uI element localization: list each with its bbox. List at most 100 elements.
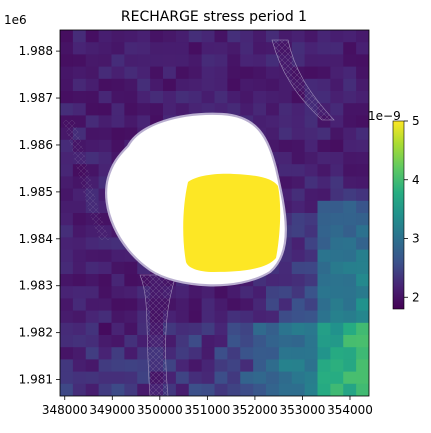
recharge-cell bbox=[343, 213, 357, 226]
plot-area bbox=[60, 30, 369, 396]
recharge-cell bbox=[60, 298, 74, 312]
recharge-cell bbox=[317, 261, 331, 275]
recharge-cell bbox=[188, 335, 203, 348]
recharge-cell bbox=[188, 359, 203, 373]
recharge-cell bbox=[85, 152, 100, 165]
recharge-cell bbox=[343, 164, 357, 177]
recharge-cell bbox=[253, 30, 267, 43]
recharge-cell bbox=[253, 335, 267, 348]
recharge-cell bbox=[330, 127, 344, 141]
recharge-cell bbox=[72, 54, 87, 68]
recharge-cell bbox=[124, 310, 138, 324]
recharge-cell bbox=[175, 54, 190, 68]
recharge-cell bbox=[214, 66, 228, 80]
recharge-cell bbox=[137, 30, 151, 43]
recharge-cell bbox=[72, 66, 87, 80]
recharge-cell bbox=[240, 359, 254, 373]
recharge-cell bbox=[72, 347, 87, 360]
recharge-cell bbox=[124, 286, 138, 299]
x-tick-label: 351000 bbox=[184, 403, 230, 417]
recharge-cell bbox=[98, 383, 113, 396]
recharge-cell bbox=[240, 322, 254, 336]
recharge-cell bbox=[85, 249, 100, 263]
recharge-cell bbox=[72, 274, 87, 287]
recharge-cell bbox=[240, 286, 254, 299]
recharge-cell bbox=[188, 42, 203, 55]
recharge-cell bbox=[317, 249, 331, 263]
recharge-cell bbox=[214, 371, 228, 385]
recharge-cell bbox=[356, 139, 369, 153]
recharge-cell bbox=[330, 359, 344, 373]
recharge-cell bbox=[356, 127, 369, 141]
recharge-cell bbox=[356, 54, 369, 68]
recharge-cell bbox=[330, 286, 344, 299]
recharge-cell bbox=[85, 286, 100, 299]
recharge-cell bbox=[330, 225, 344, 238]
recharge-cell bbox=[85, 383, 100, 396]
recharge-cell bbox=[291, 225, 306, 238]
recharge-cell bbox=[356, 66, 369, 80]
recharge-cell bbox=[98, 30, 113, 43]
recharge-cell bbox=[175, 286, 190, 299]
y-tick-label: 1.984 bbox=[19, 232, 53, 246]
recharge-cell bbox=[356, 359, 369, 373]
recharge-cell bbox=[98, 371, 113, 385]
recharge-cell bbox=[317, 322, 331, 336]
recharge-cell bbox=[98, 335, 113, 348]
recharge-cell bbox=[330, 383, 344, 396]
plot-frame bbox=[59, 29, 370, 397]
recharge-cell bbox=[240, 30, 254, 43]
recharge-cell bbox=[304, 249, 319, 263]
recharge-cell bbox=[278, 176, 293, 190]
recharge-cell bbox=[111, 359, 125, 373]
recharge-cell bbox=[356, 115, 369, 129]
recharge-cell bbox=[317, 213, 331, 226]
colorbar-tick-label: 3 bbox=[412, 232, 420, 246]
recharge-cell bbox=[356, 286, 369, 299]
y-tick-label: 1.987 bbox=[19, 91, 53, 105]
recharge-cell bbox=[317, 176, 331, 190]
recharge-cell bbox=[356, 213, 369, 226]
recharge-cell bbox=[356, 261, 369, 275]
recharge-cell bbox=[266, 322, 280, 336]
recharge-cell bbox=[343, 237, 357, 251]
colorbar-gradient bbox=[392, 120, 405, 310]
recharge-cell bbox=[304, 54, 319, 68]
recharge-cell bbox=[85, 274, 100, 287]
recharge-cell bbox=[317, 371, 331, 385]
recharge-cell bbox=[60, 359, 74, 373]
recharge-cell bbox=[291, 335, 306, 348]
recharge-cell bbox=[304, 225, 319, 238]
recharge-cell bbox=[317, 310, 331, 324]
recharge-cell bbox=[291, 139, 306, 153]
recharge-cell bbox=[330, 200, 344, 214]
recharge-cell bbox=[137, 78, 151, 92]
recharge-cell bbox=[111, 347, 125, 360]
recharge-cell bbox=[60, 91, 74, 104]
recharge-cell bbox=[227, 30, 241, 43]
recharge-cell bbox=[240, 310, 254, 324]
recharge-cell bbox=[201, 30, 216, 43]
recharge-cell bbox=[278, 164, 293, 177]
recharge-cell bbox=[124, 30, 138, 43]
recharge-cell bbox=[304, 359, 319, 373]
recharge-cell bbox=[240, 383, 254, 396]
recharge-cell bbox=[124, 261, 138, 275]
recharge-cell bbox=[291, 298, 306, 312]
recharge-cell bbox=[111, 249, 125, 263]
recharge-cell bbox=[291, 347, 306, 360]
recharge-cell bbox=[214, 298, 228, 312]
recharge-cell bbox=[72, 310, 87, 324]
recharge-cell bbox=[60, 249, 74, 263]
recharge-cell bbox=[266, 274, 280, 287]
recharge-cell bbox=[278, 298, 293, 312]
recharge-cell bbox=[214, 30, 228, 43]
recharge-cell bbox=[317, 188, 331, 202]
recharge-cell bbox=[201, 66, 216, 80]
recharge-cell bbox=[266, 103, 280, 116]
recharge-cell bbox=[137, 66, 151, 80]
recharge-cell bbox=[201, 371, 216, 385]
recharge-cell bbox=[72, 78, 87, 92]
recharge-cell bbox=[150, 30, 164, 43]
recharge-cell bbox=[278, 310, 293, 324]
